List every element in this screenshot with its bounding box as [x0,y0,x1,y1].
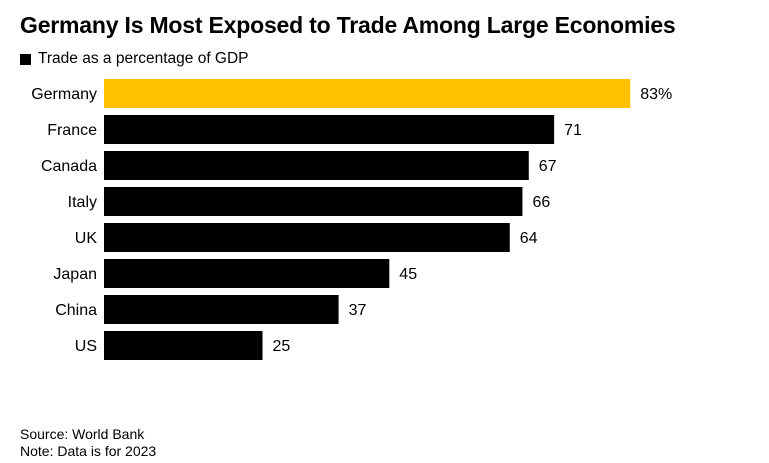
value-label-uk: 64 [520,230,538,247]
value-label-japan: 45 [399,266,417,283]
legend-swatch [20,53,31,65]
bar-italy [104,187,523,216]
bar-uk [104,223,510,252]
value-label-china: 37 [349,302,367,319]
category-label-germany: Germany [31,86,97,103]
bar-us [104,331,263,360]
category-label-china: China [55,302,97,319]
bar-china [104,295,339,324]
value-label-france: 71 [564,122,582,139]
value-label-germany: 83% [640,86,672,103]
bar-japan [104,259,390,288]
category-label-us: US [75,338,97,355]
category-label-canada: Canada [41,158,97,175]
legend-label: Trade as a percentage of GDP [38,50,249,67]
value-label-us: 25 [273,338,291,355]
bar-germany [104,79,631,108]
bar-france [104,115,555,144]
category-label-italy: Italy [68,194,97,211]
category-label-japan: Japan [53,266,97,283]
bar-canada [104,151,529,180]
chart-title: Germany Is Most Exposed to Trade Among L… [20,12,676,38]
category-label-france: France [47,122,97,139]
value-label-italy: 66 [532,194,550,211]
legend: Trade as a percentage of GDP [20,50,249,68]
source-note: Source: World Bank [20,426,145,442]
category-label-uk: UK [75,230,98,247]
data-note: Note: Data is for 2023 [20,443,157,459]
value-label-canada: 67 [539,158,557,175]
